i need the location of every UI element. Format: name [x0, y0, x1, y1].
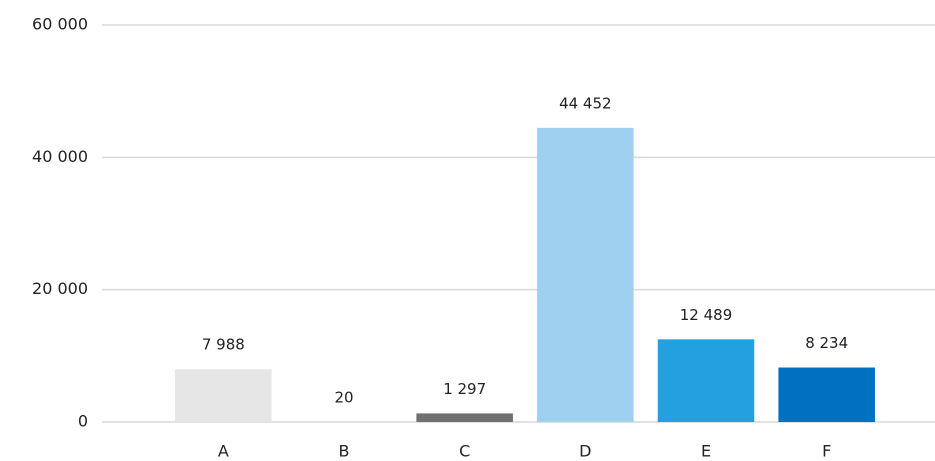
value-label: 20 — [334, 388, 353, 406]
value-label: 44 452 — [559, 94, 612, 112]
value-label: 12 489 — [680, 306, 733, 324]
bar — [657, 339, 755, 422]
x-tick-label: E — [701, 442, 711, 461]
x-tick-label: F — [822, 442, 831, 461]
y-tick-label: 60 000 — [32, 15, 88, 34]
value-label: 1 297 — [443, 380, 486, 398]
bar — [778, 367, 875, 422]
value-label: 7 988 — [202, 336, 245, 354]
x-tick-label: D — [579, 442, 591, 461]
x-tick-label: C — [459, 442, 470, 461]
bar — [537, 127, 634, 423]
y-tick-label: 0 — [78, 412, 88, 431]
value-label: 8 234 — [805, 334, 848, 352]
x-tick-label: A — [218, 442, 229, 461]
y-tick-label: 20 000 — [32, 279, 88, 298]
x-tick-label: B — [339, 442, 350, 461]
bar — [416, 413, 513, 422]
y-tick-label: 40 000 — [32, 147, 88, 166]
bar — [175, 369, 272, 422]
